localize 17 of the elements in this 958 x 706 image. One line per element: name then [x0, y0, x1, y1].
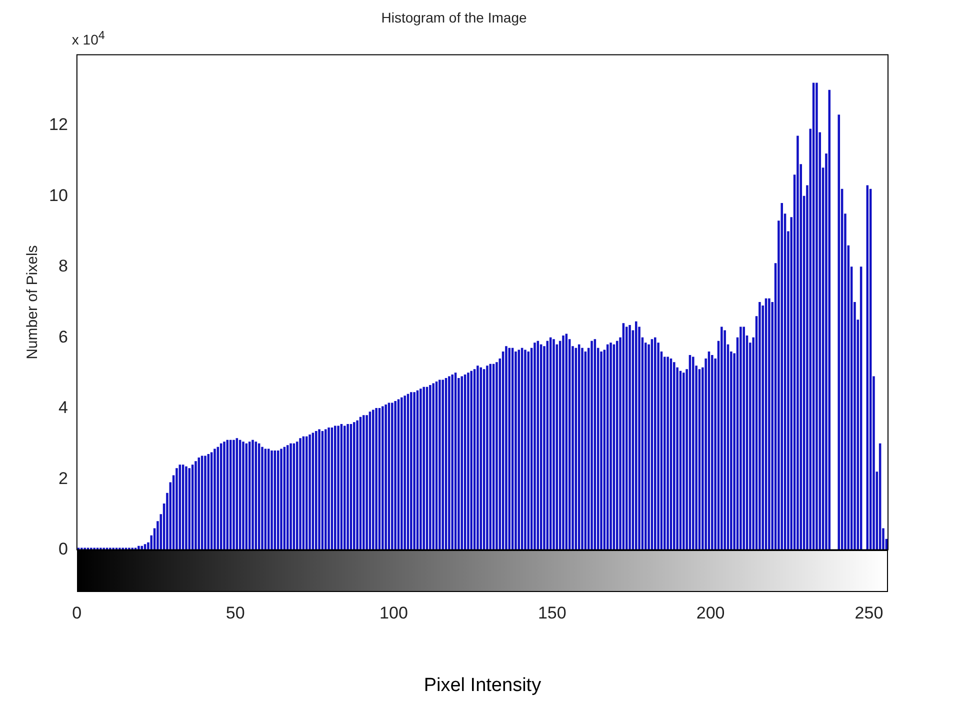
x-tick-label: 200 [696, 604, 725, 623]
text: x 10$^{4}$ [72, 28, 105, 48]
x-tick-label: 250 [854, 604, 884, 623]
y-tick-label: 2 [58, 468, 68, 488]
y-tick-label: 4 [58, 398, 68, 418]
y-axis-title: Number of Pixels [24, 245, 42, 360]
y-tick-label: 10 [48, 186, 68, 205]
x-axis-title: Pixel Intensity [424, 674, 542, 696]
x-tick-label: 50 [226, 604, 245, 623]
y-tick-label: 0 [58, 539, 68, 558]
y-tick-label: 12 [48, 115, 68, 134]
chart-title: Histogram of the Image [381, 9, 527, 26]
y-tick-label: 6 [58, 327, 68, 346]
x-tick-label: 100 [380, 604, 408, 623]
x-tick-label: 150 [538, 604, 566, 623]
y-tick-label: 8 [58, 256, 68, 276]
x-tick-label: 0 [72, 604, 82, 623]
